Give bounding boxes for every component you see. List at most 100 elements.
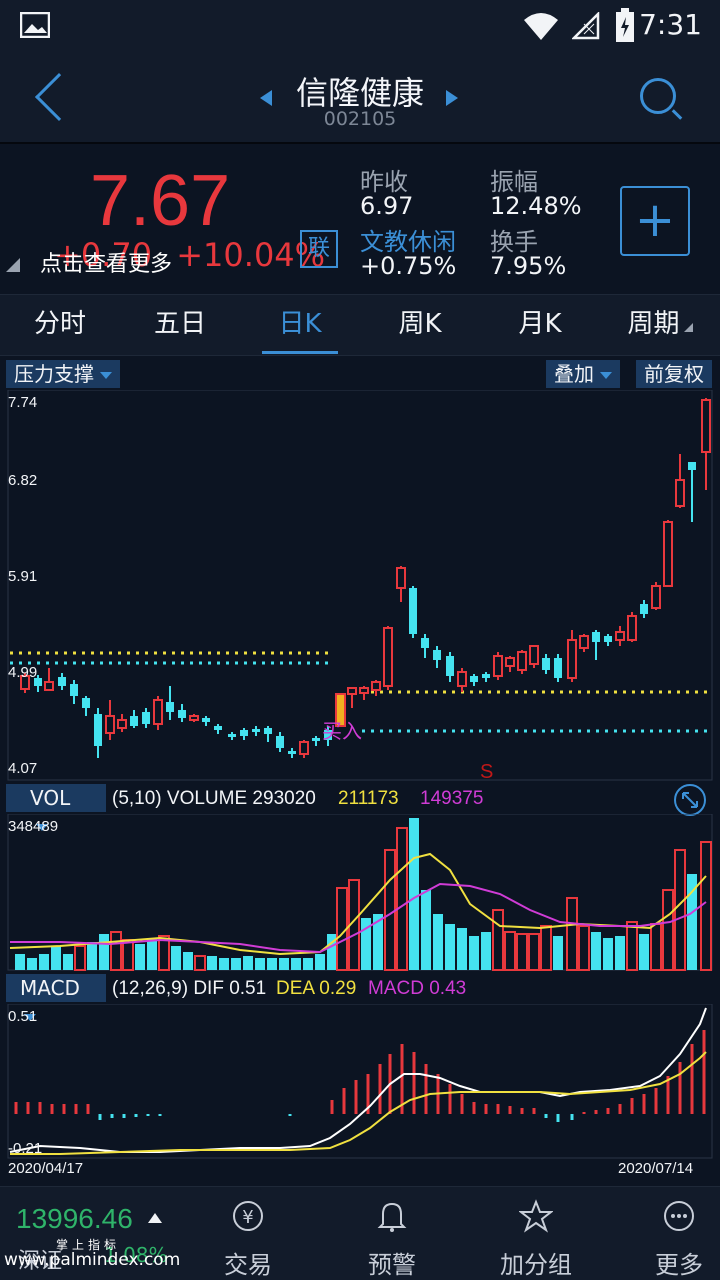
expand-corner-icon <box>6 258 20 272</box>
nav-alert-label: 预警 <box>368 1251 416 1279</box>
volume-bar <box>457 928 467 970</box>
tab-intraday[interactable]: 分时 <box>33 309 86 339</box>
volume-bar <box>674 849 686 971</box>
volume-bar <box>384 849 396 971</box>
macd-bar <box>582 1112 586 1114</box>
volume-bar <box>279 958 289 970</box>
candle-body <box>615 631 625 641</box>
fullscreen-icon[interactable] <box>674 784 706 816</box>
macd-bar <box>654 1088 658 1114</box>
index-value[interactable]: 13996.46 <box>16 1203 133 1234</box>
kline-chart[interactable]: 买入 S <box>0 390 720 782</box>
volume-bar <box>158 935 170 971</box>
candle-body <box>663 521 673 587</box>
volume-bar <box>171 946 181 970</box>
volume-indicator-dropdown[interactable]: VOL <box>6 784 106 831</box>
volume-bar <box>553 936 563 970</box>
macd-bar <box>110 1114 114 1118</box>
macd-bar <box>134 1114 138 1117</box>
macd-bar <box>330 1100 334 1114</box>
macd-bar <box>412 1052 416 1114</box>
prev-close-value: 6.97 <box>360 192 414 220</box>
macd-bar <box>448 1084 452 1114</box>
tab-period-label: 周期 <box>627 309 680 339</box>
macd-bar <box>62 1104 66 1114</box>
macd-bar <box>666 1076 670 1114</box>
index-up-icon <box>148 1213 162 1223</box>
candle-body <box>312 738 320 741</box>
price-tick-2: 6.82 <box>8 472 38 489</box>
candle-body <box>58 677 66 686</box>
more-info-link[interactable]: 点击查看更多 <box>40 252 173 277</box>
candle-body <box>299 741 309 755</box>
candle-body <box>324 730 332 740</box>
volume-bar <box>469 936 479 970</box>
candle-body <box>675 479 685 507</box>
nav-add-group[interactable]: 加分组 <box>464 1187 608 1280</box>
candle-body <box>505 657 515 667</box>
candle-body <box>153 699 163 725</box>
macd-bar <box>74 1104 78 1114</box>
volume-bar <box>481 932 491 970</box>
macd-bar <box>460 1094 464 1114</box>
tab-weekly-k[interactable]: 周K <box>398 309 442 339</box>
stock-name: 信隆健康 <box>295 74 424 112</box>
add-watchlist-button[interactable]: + <box>620 186 690 256</box>
volume-indicator-label: VOL <box>30 786 71 810</box>
volume-bar <box>122 939 134 971</box>
tab-five-day[interactable]: 五日 <box>153 309 206 339</box>
amplitude-label: 振幅 <box>490 168 538 196</box>
overlay-dropdown-label: 叠加 <box>554 362 594 386</box>
tab-daily-k[interactable]: 日K <box>278 309 322 339</box>
macd-indicator-dropdown[interactable]: MACD <box>6 974 106 1021</box>
volume-bar <box>183 952 193 970</box>
period-dropdown-icon <box>683 323 693 332</box>
candle-body <box>396 567 406 589</box>
candle-body <box>105 715 115 734</box>
candle-body <box>20 675 30 690</box>
linked-button[interactable]: 联 <box>300 230 338 268</box>
tab-monthly-k[interactable]: 月K <box>518 309 562 339</box>
search-icon[interactable] <box>640 78 676 114</box>
volume-bar <box>15 954 25 970</box>
macd-value: MACD 0.43 <box>368 978 467 999</box>
gallery-icon <box>20 12 50 38</box>
battery-icon <box>616 8 634 42</box>
support-dropdown[interactable]: 压力支撑 <box>6 360 120 388</box>
macd-bar <box>424 1064 428 1114</box>
chevron-down-icon <box>36 824 48 831</box>
chevron-down-icon <box>600 372 612 379</box>
candle-body <box>214 726 222 730</box>
date-start: 2020/04/17 <box>8 1160 84 1177</box>
prev-stock-icon[interactable] <box>260 90 272 106</box>
sector-link[interactable]: 文教休闲 <box>360 228 456 256</box>
candle-body <box>288 751 296 754</box>
volume-ma10-line <box>10 882 707 954</box>
volume-bar <box>626 921 638 971</box>
candle-body <box>70 684 78 696</box>
candle-body <box>421 638 429 648</box>
kline-frame <box>7 390 713 781</box>
nav-trade[interactable]: ¥ 交易 <box>176 1187 320 1280</box>
macd-bar <box>570 1114 574 1120</box>
adjust-button[interactable]: 前复权 <box>636 360 712 388</box>
turnover-label: 换手 <box>490 228 538 256</box>
macd-bottom-tick: -0.21 <box>8 1140 43 1157</box>
volume-bar <box>147 938 157 970</box>
next-stock-icon[interactable] <box>446 90 458 106</box>
bell-icon <box>375 1199 409 1233</box>
overlay-dropdown[interactable]: 叠加 <box>546 360 620 388</box>
macd-bar <box>50 1104 54 1114</box>
candle-body <box>688 462 696 470</box>
macd-bar <box>484 1104 488 1114</box>
macd-bar <box>400 1044 404 1114</box>
macd-bar <box>366 1074 370 1114</box>
candle-body <box>117 719 127 729</box>
sell-label: S <box>480 761 493 782</box>
price-tick-top: 7.74 <box>8 394 38 411</box>
tab-period[interactable]: 周期 <box>600 295 720 355</box>
volume-bar <box>219 958 229 970</box>
nav-alert[interactable]: 预警 <box>320 1187 464 1280</box>
candle-body <box>640 604 648 614</box>
nav-more[interactable]: 更多 <box>607 1187 720 1280</box>
